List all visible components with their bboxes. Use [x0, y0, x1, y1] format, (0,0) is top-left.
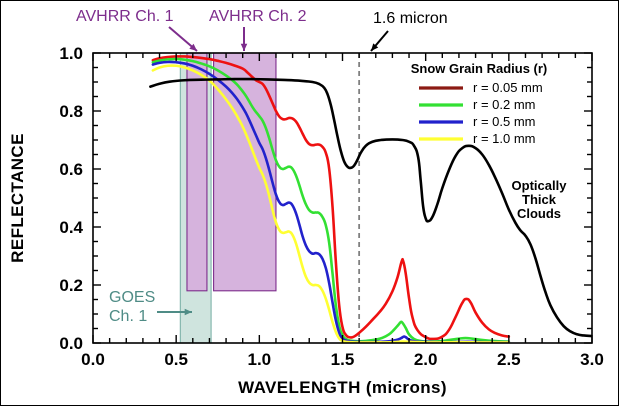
legend: Snow Grain Radius (r) r = 0.05 mm r = 0.2 …	[411, 61, 548, 146]
legend-label-r02: r = 0.2 mm	[473, 97, 536, 112]
x-tick-label: 3.0	[580, 350, 604, 369]
y-tick-label: 0.4	[59, 218, 83, 237]
goes-ch1-label-line1: GOES	[109, 289, 155, 306]
y-tick-label: 0.6	[59, 160, 83, 179]
band-avhrr-ch1	[186, 52, 208, 292]
y-tick-label: 1.0	[59, 44, 83, 63]
one-six-micron-arrow	[370, 30, 389, 52]
series-curve-r05	[151, 60, 511, 343]
x-tick-label: 2.5	[497, 350, 521, 369]
plot-background	[93, 53, 592, 343]
y-tick-label: 0.2	[59, 276, 83, 295]
x-tick-label: 0.0	[81, 350, 105, 369]
x-axis-title: WAVELENGTH (microns)	[238, 378, 447, 397]
goes-ch1-label-line2: Ch. 1	[109, 308, 147, 325]
series-curve-r02	[151, 57, 511, 343]
one-six-micron-label: 1.6 micron	[373, 10, 448, 27]
legend-label-r005: r = 0.05 mm	[473, 80, 543, 95]
spectral-bands-layer	[179, 52, 277, 344]
series-curve-clouds	[149, 77, 592, 338]
series-curve-r005	[151, 55, 511, 341]
x-tick-label: 0.5	[164, 350, 188, 369]
series-curves-layer	[149, 55, 592, 343]
y-axis-title: REFLECTANCE	[8, 133, 27, 263]
axes-layer	[92, 52, 593, 344]
y-tick-label: 0.0	[59, 334, 83, 353]
tick-labels-layer: 0.0 0.5 1.0 1.5 2.0 2.5 3.0 0.0 0.2 0.4 0.6 0.8 1.0	[59, 44, 603, 369]
avhrr-ch2-arrow	[240, 27, 248, 51]
y-tick-label: 0.8	[59, 102, 83, 121]
annotations-layer: AVHRR Ch. 1 AVHRR Ch. 2 1.6 micron GOES Ch. …	[76, 8, 567, 325]
legend-label-r05: r = 0.5 mm	[473, 114, 536, 129]
x-tick-label: 1.5	[331, 350, 355, 369]
avhrr-ch1-label: AVHRR Ch. 1	[76, 8, 174, 25]
x-tick-label: 2.0	[414, 350, 438, 369]
legend-label-r10: r = 1.0 mm	[473, 131, 536, 146]
x-tick-label: 1.0	[248, 350, 272, 369]
legend-title: Snow Grain Radius (r)	[411, 61, 548, 76]
goes-ch1-arrow	[157, 308, 192, 316]
clouds-label-line1: Optically	[512, 178, 568, 193]
clouds-label-line3: Clouds	[517, 206, 561, 221]
avhrr-ch2-label: AVHRR Ch. 2	[209, 8, 307, 25]
avhrr-ch1-arrow	[168, 26, 198, 52]
clouds-label-line2: Thick	[522, 192, 557, 207]
